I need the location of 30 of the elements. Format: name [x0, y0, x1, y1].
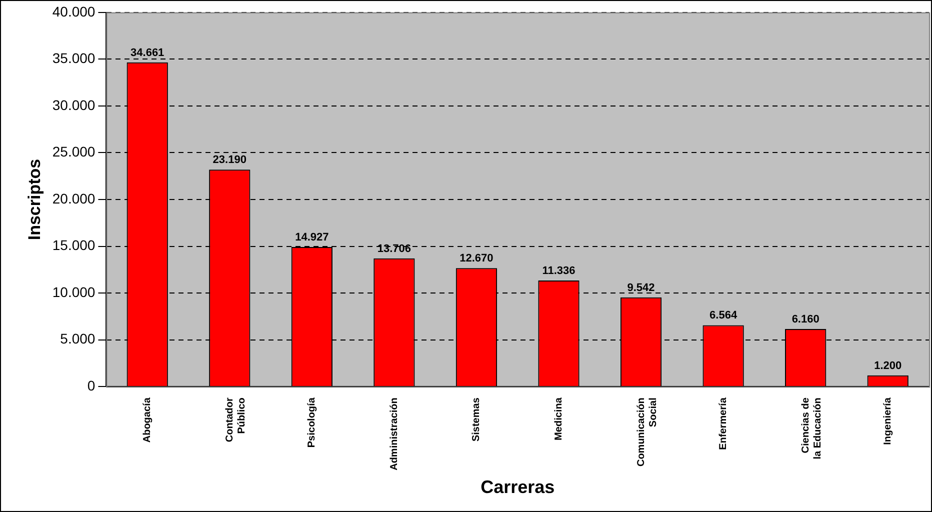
x-tick-label: Sistemas [471, 397, 482, 442]
x-tick-label: Medicina [554, 397, 564, 440]
x-tick-label: Enfermería [718, 397, 730, 450]
x-tick-label: Abogacía [142, 397, 154, 443]
data-label: 34.661 [130, 46, 164, 59]
y-axis-title: Inscriptos [24, 158, 44, 240]
data-label: 11.336 [542, 265, 576, 278]
data-label: 9.542 [627, 282, 655, 294]
data-label: 6.564 [710, 310, 738, 322]
x-tick-label: Psicología [306, 397, 318, 448]
x-tick-label: Comunicación Social [636, 397, 659, 467]
data-label: 12.670 [460, 252, 494, 265]
y-tick-label: 20.000 [52, 190, 96, 206]
data-label: 14.927 [295, 231, 329, 244]
x-axis-title: Carreras [480, 477, 555, 498]
y-tick-label: 10.000 [52, 284, 96, 300]
data-label: 1.200 [874, 360, 902, 372]
data-label: 23.190 [212, 154, 246, 166]
y-tick-label: 35.000 [52, 50, 96, 66]
y-tick-label: 25.000 [52, 144, 96, 160]
y-tick-label: 30.000 [52, 96, 96, 113]
y-tick-label: 5.000 [60, 330, 96, 347]
y-tick-label: 15.000 [52, 237, 96, 254]
x-tick-label: Administración [388, 398, 400, 470]
x-tick-label: Contador Público [224, 398, 248, 442]
y-tick-label: 40.000 [52, 3, 96, 20]
y-tick-label: 0 [87, 377, 96, 394]
x-tick-label: Ingeniería [882, 397, 894, 445]
data-label: 6.160 [792, 314, 820, 326]
x-tick-label: Ciencias de la Educación [800, 397, 824, 460]
